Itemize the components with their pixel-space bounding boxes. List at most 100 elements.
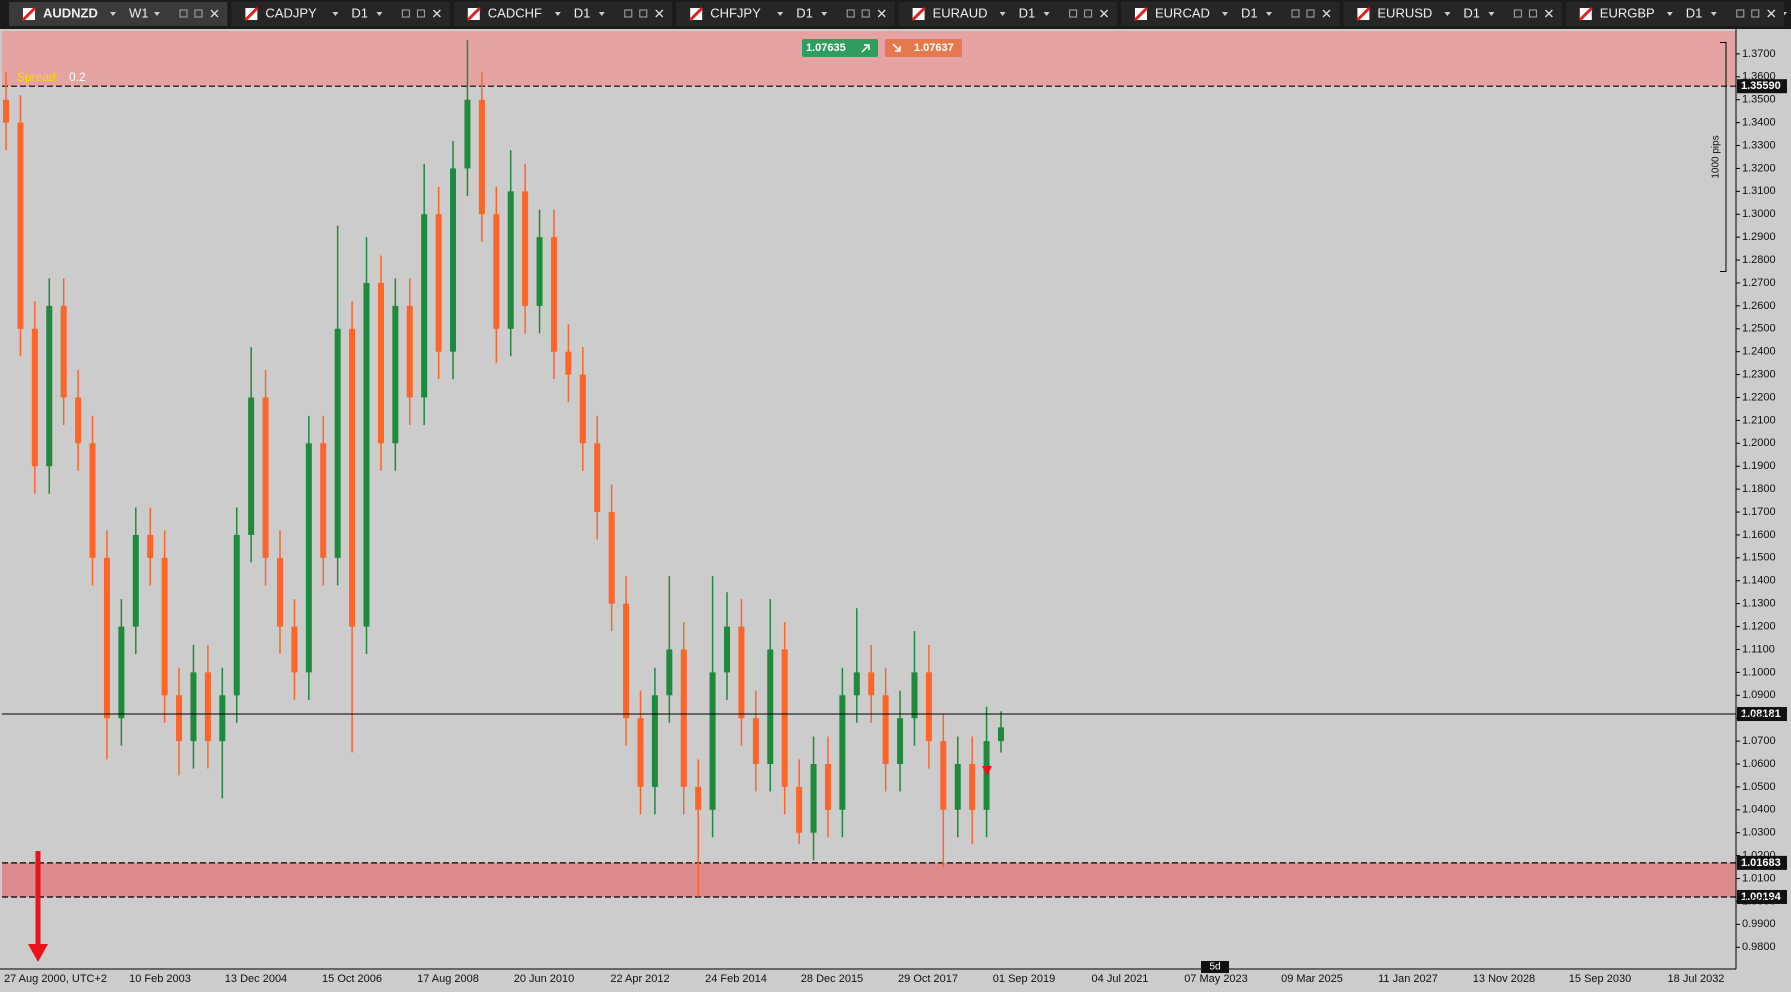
tab[interactable]: CADJPY D1 xyxy=(231,2,450,26)
tab-symbol[interactable]: EURGBP xyxy=(1600,5,1655,20)
tab-bg[interactable] xyxy=(453,2,673,26)
tab-symbol[interactable]: CHFJPY xyxy=(710,5,761,20)
detach-icon[interactable] xyxy=(624,9,633,18)
y-tick-label: 1.1000 xyxy=(1742,666,1776,678)
tab-timeframe[interactable]: D1 xyxy=(1241,5,1258,20)
detach-icon[interactable] xyxy=(1736,9,1745,18)
detach-icon[interactable] xyxy=(179,9,188,18)
clone-icon[interactable] xyxy=(1306,9,1315,18)
tab-bg[interactable] xyxy=(9,2,228,26)
tab-timeframe[interactable]: D1 xyxy=(1686,5,1703,20)
buy-button[interactable] xyxy=(802,39,878,57)
close-tab[interactable] xyxy=(210,9,219,18)
y-tick-label: 1.2300 xyxy=(1742,368,1776,380)
tab-timeframe[interactable]: D1 xyxy=(1463,5,1480,20)
candle-body xyxy=(233,534,240,696)
timeframe-dropdown[interactable] xyxy=(821,12,828,16)
tab[interactable]: CHFJPY D1 xyxy=(676,2,895,26)
clone-icon[interactable] xyxy=(639,9,648,18)
candle-body xyxy=(219,695,226,742)
candle-body xyxy=(31,328,38,467)
close-tab[interactable] xyxy=(432,9,441,18)
timeframe-dropdown[interactable] xyxy=(154,12,160,16)
symbol-dropdown[interactable] xyxy=(554,12,561,16)
candle-body xyxy=(89,443,96,558)
tab-timeframe[interactable]: D1 xyxy=(1019,5,1036,20)
close-tab[interactable] xyxy=(1322,9,1331,18)
symbol-dropdown[interactable] xyxy=(999,12,1006,16)
symbol-dropdown[interactable] xyxy=(1222,12,1228,16)
candle-body xyxy=(969,763,976,810)
symbol-dropdown[interactable] xyxy=(332,12,339,16)
detach-icon[interactable] xyxy=(1513,9,1522,18)
tab-timeframe[interactable]: D1 xyxy=(351,5,368,20)
candle-body xyxy=(305,443,312,673)
timeframe-dropdown[interactable] xyxy=(1266,12,1272,16)
tab[interactable]: AUDNZD W1 xyxy=(9,2,228,26)
y-tick-label: 1.3400 xyxy=(1742,117,1776,129)
y-tick-label: 1.1700 xyxy=(1742,506,1776,518)
x-tick-label: 29 Oct 2017 xyxy=(898,973,958,985)
close-tab[interactable] xyxy=(1100,9,1109,18)
clone-icon[interactable] xyxy=(1528,9,1537,18)
close-tab[interactable] xyxy=(655,9,664,18)
candle-body xyxy=(248,397,255,535)
chart-area xyxy=(0,29,1791,992)
x-tick-label: 24 Feb 2014 xyxy=(705,973,767,985)
tab-bg[interactable] xyxy=(898,2,1117,26)
close-tab[interactable] xyxy=(877,9,886,18)
x-tick-label: 28 Dec 2015 xyxy=(801,973,863,985)
tab-symbol[interactable]: EURUSD xyxy=(1377,5,1432,20)
detach-icon[interactable] xyxy=(401,9,410,18)
clone-icon[interactable] xyxy=(194,9,203,18)
candle-body xyxy=(680,649,687,787)
tab[interactable]: EURAUD D1 xyxy=(898,2,1117,26)
tab-symbol[interactable]: CADCHF xyxy=(488,5,542,20)
symbol-dropdown[interactable] xyxy=(1444,12,1451,16)
tab-symbol[interactable]: EURCAD xyxy=(1155,5,1210,20)
tab-bg[interactable] xyxy=(676,2,895,26)
candle-body xyxy=(320,443,327,558)
detach-icon[interactable] xyxy=(1069,9,1078,18)
tab[interactable]: CADCHF D1 xyxy=(453,2,673,26)
tab-bg[interactable] xyxy=(231,2,450,26)
tab-bg[interactable] xyxy=(1565,2,1785,26)
level-label: 1.00194 xyxy=(1741,891,1782,903)
candle-body xyxy=(46,305,53,467)
tab-symbol[interactable]: AUDNZD xyxy=(43,5,98,20)
close-tab[interactable] xyxy=(1544,9,1553,18)
symbol-dropdown[interactable] xyxy=(777,12,784,16)
timeframe-dropdown[interactable] xyxy=(1710,12,1717,16)
clone-icon[interactable] xyxy=(1751,9,1760,18)
tab[interactable]: EURGBP D1 xyxy=(1565,2,1785,26)
timeframe-dropdown[interactable] xyxy=(1488,12,1495,16)
tab-timeframe[interactable]: W1 xyxy=(129,5,149,20)
symbol-dropdown[interactable] xyxy=(110,12,116,16)
bid-price[interactable]: 1.07635 xyxy=(806,42,846,54)
tab-timeframe[interactable]: D1 xyxy=(574,5,591,20)
tab-timeframe[interactable]: D1 xyxy=(796,5,813,20)
x-tick-label: 20 Jun 2010 xyxy=(514,973,575,985)
x-tick-label: 04 Jul 2021 xyxy=(1092,973,1149,985)
tab[interactable]: EURCAD D1 xyxy=(1121,2,1340,26)
tab-symbol[interactable]: CADJPY xyxy=(265,5,317,20)
current-price-label: 1.08181 xyxy=(1741,708,1781,720)
clone-icon[interactable] xyxy=(416,9,425,18)
timeframe-dropdown[interactable] xyxy=(376,12,383,16)
sell-button[interactable] xyxy=(885,39,962,57)
timeframe-dropdown[interactable] xyxy=(598,12,605,16)
detach-icon[interactable] xyxy=(846,9,855,18)
tab-bg[interactable] xyxy=(1343,2,1562,26)
y-tick-label: 1.1800 xyxy=(1742,483,1776,495)
tab-symbol[interactable]: EURAUD xyxy=(933,5,988,20)
close-tab[interactable] xyxy=(1767,9,1776,18)
timeframe-dropdown[interactable] xyxy=(1043,12,1050,16)
tab[interactable]: EURUSD D1 xyxy=(1343,2,1562,26)
detach-icon[interactable] xyxy=(1291,9,1300,18)
axes: 1.35590 1.01683 1.00194 1.08181 0.9800 0.9900… xyxy=(4,48,1787,985)
clone-icon[interactable] xyxy=(1084,9,1093,18)
symbol-dropdown[interactable] xyxy=(1666,12,1673,16)
ask-price[interactable]: 1.07637 xyxy=(914,42,954,54)
clone-icon[interactable] xyxy=(861,9,870,18)
tab-bg[interactable] xyxy=(1121,2,1340,26)
